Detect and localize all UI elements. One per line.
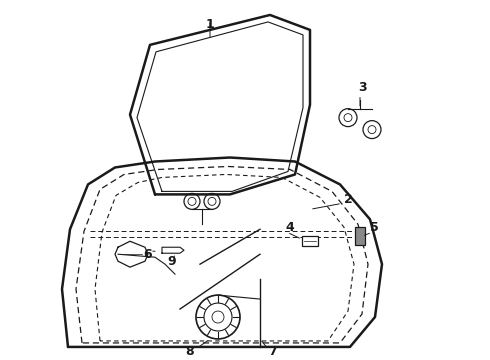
Polygon shape — [162, 247, 184, 253]
Polygon shape — [130, 15, 310, 194]
Text: 8: 8 — [186, 345, 195, 359]
Polygon shape — [62, 158, 382, 347]
Bar — [302, 236, 318, 246]
Text: 2: 2 — [343, 193, 352, 206]
Polygon shape — [115, 241, 148, 267]
Text: 4: 4 — [286, 221, 294, 234]
Circle shape — [196, 295, 240, 339]
Text: 6: 6 — [144, 248, 152, 261]
Text: 3: 3 — [358, 81, 367, 94]
Text: 5: 5 — [369, 221, 378, 234]
Bar — [355, 227, 365, 245]
Text: 7: 7 — [268, 345, 276, 359]
Text: 1: 1 — [206, 18, 215, 31]
Text: 9: 9 — [168, 255, 176, 268]
